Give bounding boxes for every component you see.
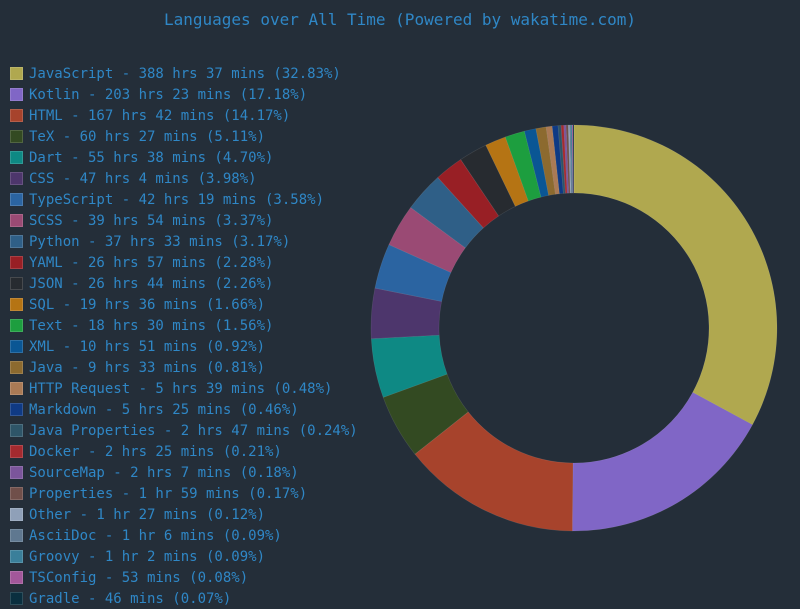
donut-slice-text[interactable] bbox=[504, 130, 542, 202]
legend-label: Text - 18 hrs 30 mins (1.56%) bbox=[29, 317, 274, 334]
legend-item[interactable]: Groovy - 1 hr 2 mins (0.09%) bbox=[10, 546, 358, 567]
legend-swatch bbox=[10, 445, 23, 458]
legend-label: HTTP Request - 5 hrs 39 mins (0.48%) bbox=[29, 380, 333, 397]
legend-item[interactable]: TypeScript - 42 hrs 19 mins (3.58%) bbox=[10, 189, 358, 210]
donut-slice-dart[interactable] bbox=[370, 334, 448, 398]
legend-label: Kotlin - 203 hrs 23 mins (17.18%) bbox=[29, 86, 308, 103]
legend-label: Groovy - 1 hr 2 mins (0.09%) bbox=[29, 548, 266, 565]
legend-item[interactable]: HTTP Request - 5 hrs 39 mins (0.48%) bbox=[10, 378, 358, 399]
donut-slice-html[interactable] bbox=[414, 411, 574, 532]
legend-item[interactable]: Properties - 1 hr 59 mins (0.17%) bbox=[10, 483, 358, 504]
donut-slice-java-properties[interactable] bbox=[557, 125, 566, 194]
legend-item[interactable]: JavaScript - 388 hrs 37 mins (32.83%) bbox=[10, 63, 358, 84]
legend-label: SourceMap - 2 hrs 7 mins (0.18%) bbox=[29, 464, 299, 481]
legend-item[interactable]: YAML - 26 hrs 57 mins (2.28%) bbox=[10, 252, 358, 273]
legend-item[interactable]: XML - 10 hrs 51 mins (0.92%) bbox=[10, 336, 358, 357]
legend-item[interactable]: HTML - 167 hrs 42 mins (14.17%) bbox=[10, 105, 358, 126]
legend-swatch bbox=[10, 109, 23, 122]
legend-item[interactable]: Python - 37 hrs 33 mins (3.17%) bbox=[10, 231, 358, 252]
donut-slice-tex[interactable] bbox=[382, 373, 469, 455]
legend-swatch bbox=[10, 193, 23, 206]
chart-title: Languages over All Time (Powered by waka… bbox=[163, 10, 636, 29]
legend-item[interactable]: Text - 18 hrs 30 mins (1.56%) bbox=[10, 315, 358, 336]
donut-slice-java[interactable] bbox=[535, 126, 556, 196]
donut-slice-sourcemap[interactable] bbox=[563, 124, 570, 194]
legend-swatch bbox=[10, 550, 23, 563]
legend-swatch bbox=[10, 571, 23, 584]
donut-slice-docker[interactable] bbox=[560, 124, 568, 194]
legend-item[interactable]: TeX - 60 hrs 27 mins (5.11%) bbox=[10, 126, 358, 147]
legend-label: Properties - 1 hr 59 mins (0.17%) bbox=[29, 485, 308, 502]
legend-item[interactable]: Dart - 55 hrs 38 mins (4.70%) bbox=[10, 147, 358, 168]
legend-swatch bbox=[10, 424, 23, 437]
legend: JavaScript - 388 hrs 37 mins (32.83%) Kot… bbox=[10, 63, 358, 609]
legend-label: TypeScript - 42 hrs 19 mins (3.58%) bbox=[29, 191, 325, 208]
donut-slice-kotlin[interactable] bbox=[572, 391, 753, 532]
legend-item[interactable]: JSON - 26 hrs 44 mins (2.26%) bbox=[10, 273, 358, 294]
legend-swatch bbox=[10, 403, 23, 416]
legend-item[interactable]: Docker - 2 hrs 25 mins (0.21%) bbox=[10, 441, 358, 462]
legend-swatch bbox=[10, 172, 23, 185]
legend-swatch bbox=[10, 256, 23, 269]
legend-swatch bbox=[10, 487, 23, 500]
legend-swatch bbox=[10, 319, 23, 332]
legend-label: Java Properties - 2 hrs 47 mins (0.24%) bbox=[29, 422, 358, 439]
donut-slice-sql[interactable] bbox=[485, 136, 529, 207]
legend-swatch bbox=[10, 130, 23, 143]
donut-slice-javascript[interactable] bbox=[573, 124, 778, 426]
legend-item[interactable]: Java - 9 hrs 33 mins (0.81%) bbox=[10, 357, 358, 378]
legend-swatch bbox=[10, 67, 23, 80]
legend-swatch bbox=[10, 361, 23, 374]
legend-item[interactable]: Other - 1 hr 27 mins (0.12%) bbox=[10, 504, 358, 525]
donut-slice-scss[interactable] bbox=[388, 207, 466, 273]
legend-label: XML - 10 hrs 51 mins (0.92%) bbox=[29, 338, 266, 355]
legend-label: TeX - 60 hrs 27 mins (5.11%) bbox=[29, 128, 266, 145]
legend-swatch bbox=[10, 529, 23, 542]
legend-label: HTML - 167 hrs 42 mins (14.17%) bbox=[29, 107, 291, 124]
legend-label: Java - 9 hrs 33 mins (0.81%) bbox=[29, 359, 266, 376]
legend-label: Docker - 2 hrs 25 mins (0.21%) bbox=[29, 443, 282, 460]
legend-label: JavaScript - 388 hrs 37 mins (32.83%) bbox=[29, 65, 341, 82]
legend-label: Dart - 55 hrs 38 mins (4.70%) bbox=[29, 149, 274, 166]
legend-label: YAML - 26 hrs 57 mins (2.28%) bbox=[29, 254, 274, 271]
legend-swatch bbox=[10, 466, 23, 479]
legend-label: TSConfig - 53 mins (0.08%) bbox=[29, 569, 249, 586]
legend-item[interactable]: Java Properties - 2 hrs 47 mins (0.24%) bbox=[10, 420, 358, 441]
legend-label: CSS - 47 hrs 4 mins (3.98%) bbox=[29, 170, 257, 187]
legend-swatch bbox=[10, 298, 23, 311]
legend-item[interactable]: Markdown - 5 hrs 25 mins (0.46%) bbox=[10, 399, 358, 420]
legend-label: SCSS - 39 hrs 54 mins (3.37%) bbox=[29, 212, 274, 229]
legend-item[interactable]: AsciiDoc - 1 hr 6 mins (0.09%) bbox=[10, 525, 358, 546]
legend-swatch bbox=[10, 214, 23, 227]
legend-item[interactable]: SQL - 19 hrs 36 mins (1.66%) bbox=[10, 294, 358, 315]
legend-item[interactable]: TSConfig - 53 mins (0.08%) bbox=[10, 567, 358, 588]
legend-swatch bbox=[10, 235, 23, 248]
legend-label: Python - 37 hrs 33 mins (3.17%) bbox=[29, 233, 291, 250]
legend-item[interactable]: SCSS - 39 hrs 54 mins (3.37%) bbox=[10, 210, 358, 231]
legend-label: SQL - 19 hrs 36 mins (1.66%) bbox=[29, 296, 266, 313]
legend-swatch bbox=[10, 340, 23, 353]
donut-slice-gradle[interactable] bbox=[572, 124, 575, 194]
legend-label: Markdown - 5 hrs 25 mins (0.46%) bbox=[29, 401, 299, 418]
legend-swatch bbox=[10, 508, 23, 521]
legend-item[interactable]: Kotlin - 203 hrs 23 mins (17.18%) bbox=[10, 84, 358, 105]
legend-swatch bbox=[10, 277, 23, 290]
legend-swatch bbox=[10, 382, 23, 395]
legend-item[interactable]: CSS - 47 hrs 4 mins (3.98%) bbox=[10, 168, 358, 189]
legend-label: Other - 1 hr 27 mins (0.12%) bbox=[29, 506, 266, 523]
legend-swatch bbox=[10, 151, 23, 164]
legend-label: JSON - 26 hrs 44 mins (2.26%) bbox=[29, 275, 274, 292]
legend-swatch bbox=[10, 88, 23, 101]
legend-label: AsciiDoc - 1 hr 6 mins (0.09%) bbox=[29, 527, 282, 544]
legend-item[interactable]: SourceMap - 2 hrs 7 mins (0.18%) bbox=[10, 462, 358, 483]
